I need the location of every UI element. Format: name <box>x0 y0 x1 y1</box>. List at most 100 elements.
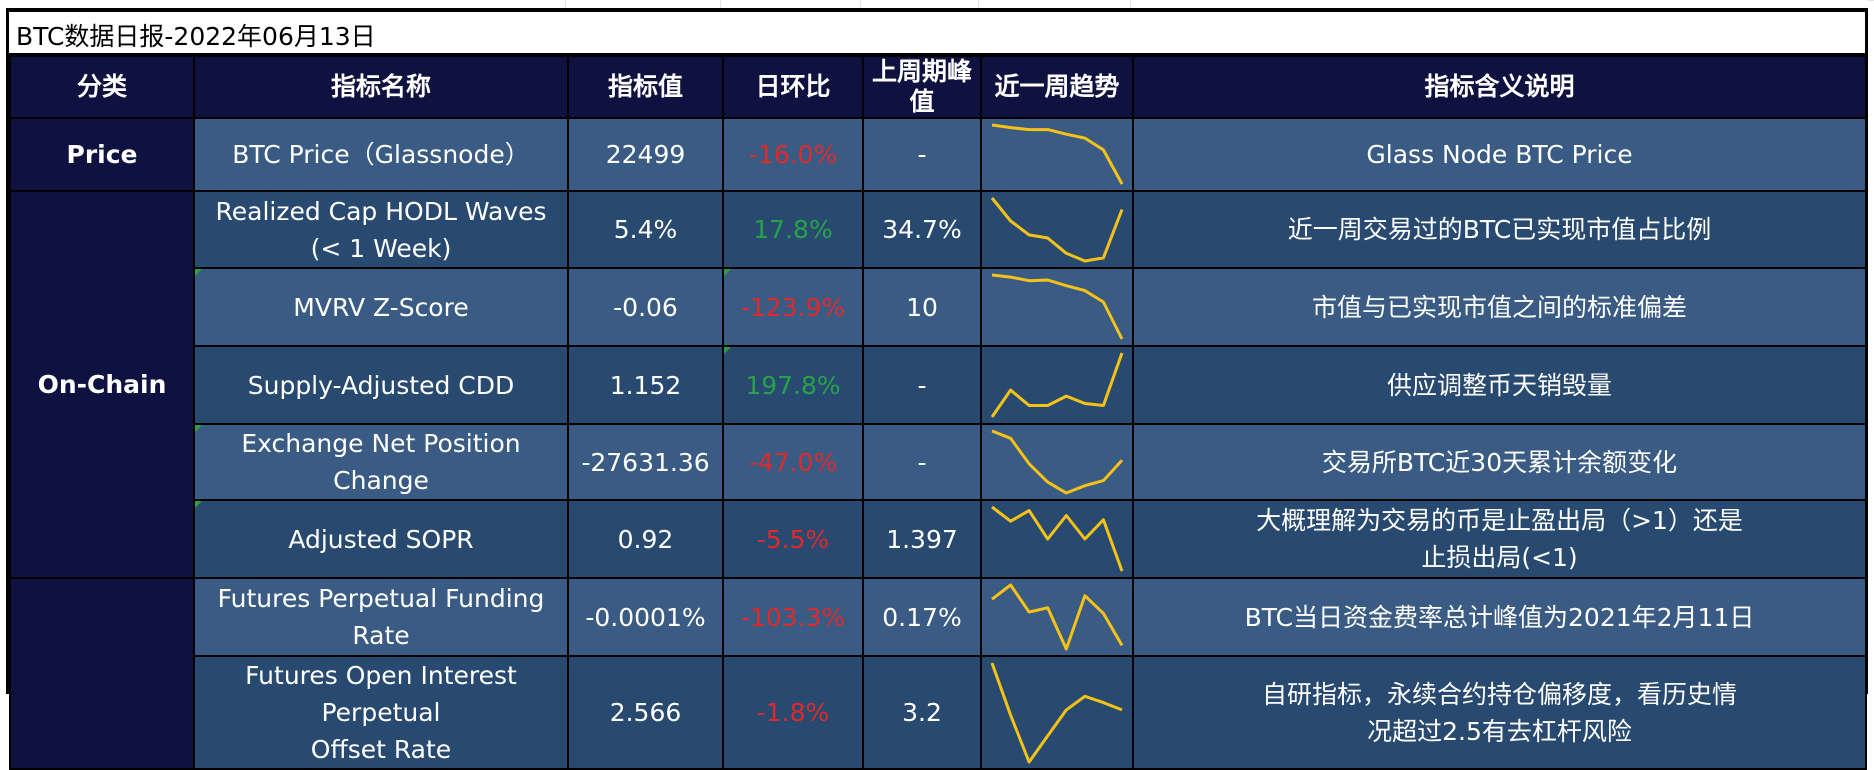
metric-name-cell[interactable]: Exchange Net Position Change <box>193 423 569 501</box>
metric-name-cell[interactable]: Futures Perpetual Funding Rate <box>193 577 569 657</box>
description-line2: 止损出局(<1) <box>1421 543 1578 572</box>
metric-name-cell[interactable]: Supply-Adjusted CDD <box>193 345 569 425</box>
metric-name: Futures Perpetual Funding Rate <box>217 584 545 650</box>
header-weekly-trend[interactable]: 近一周趋势 <box>980 55 1134 119</box>
trend-line <box>990 662 1123 764</box>
metric-value-cell[interactable]: 0.92 <box>567 499 724 579</box>
daily-change-cell[interactable]: 17.8% <box>722 190 864 269</box>
header-daily-change[interactable]: 日环比 <box>722 55 864 119</box>
metric-value-cell[interactable]: -27631.36 <box>567 423 724 501</box>
metric-value-cell[interactable]: 1.152 <box>567 345 724 425</box>
daily-change-cell[interactable]: -1.8% <box>722 655 864 770</box>
metric-name-cell[interactable]: Adjusted SOPR <box>193 499 569 579</box>
metric-name: Exchange Net Position Change <box>241 429 521 495</box>
trend-line <box>991 273 1124 340</box>
last-peak-cell[interactable]: 1.397 <box>862 499 982 579</box>
category-cell-derivatives[interactable] <box>9 577 195 770</box>
trend-sparkline-cell[interactable] <box>980 577 1134 657</box>
last-peak-cell[interactable]: 10 <box>862 267 982 347</box>
metric-name-cell[interactable]: Futures Open Interest Perpetual Offset Ra… <box>193 655 569 770</box>
trend-line <box>990 197 1124 263</box>
description-cell[interactable]: 大概理解为交易的币是止盈出局（>1）还是 止损出局(<1) <box>1132 499 1867 579</box>
last-peak-cell[interactable]: - <box>862 423 982 501</box>
metrics-table: 分类 指标名称 指标值 日环比 上周期峰值 近一周趋势 指标含义说明 Price… <box>9 55 1867 770</box>
description-cell[interactable]: BTC当日资金费率总计峰值为2021年2月11日 <box>1132 577 1867 657</box>
trend-sparkline-cell[interactable] <box>980 423 1134 501</box>
trend-line <box>991 123 1124 185</box>
daily-change-cell[interactable]: -103.3% <box>722 577 864 657</box>
cell-comment-marker-icon <box>196 502 202 508</box>
last-peak-cell[interactable]: - <box>862 345 982 425</box>
description-line1: 自研指标，永续合约持仓偏移度，看历史情 <box>1261 679 1737 709</box>
last-peak-cell[interactable]: 3.2 <box>862 655 982 770</box>
metric-value-cell[interactable]: -0.0001% <box>567 577 724 657</box>
last-peak-cell[interactable]: - <box>862 117 982 192</box>
metric-name-cell[interactable]: BTC Price（Glassnode） <box>193 117 569 192</box>
metric-name: Realized Cap HODL Waves <box>215 196 547 226</box>
metric-name: Futures Open Interest Perpetual <box>245 661 517 727</box>
daily-change-cell[interactable]: -16.0% <box>722 117 864 192</box>
metric-value-cell[interactable]: 5.4% <box>567 190 724 269</box>
trend-line <box>991 505 1124 572</box>
table-row: MVRV Z-Score -0.06 -123.9% 10 市值与已实现市值之间… <box>10 267 1867 347</box>
last-peak-cell[interactable]: 0.17% <box>862 577 982 657</box>
daily-change-value: 197.8% <box>745 370 841 400</box>
cell-comment-marker-icon <box>725 348 731 354</box>
description-line2: 况超过2.5有去杠杆风险 <box>1367 716 1632 746</box>
daily-change-cell[interactable]: -5.5% <box>722 499 864 579</box>
header-metric-name[interactable]: 指标名称 <box>193 55 569 119</box>
metric-name: BTC Price（Glassnode） <box>232 140 530 169</box>
metric-value-cell[interactable]: 22499 <box>567 117 724 192</box>
trend-sparkline-cell[interactable] <box>980 117 1134 192</box>
trend-line <box>990 352 1124 418</box>
metric-value-cell[interactable]: 2.566 <box>567 655 724 770</box>
cell-comment-marker-icon <box>196 426 202 432</box>
trend-sparkline <box>991 123 1124 185</box>
daily-change-cell[interactable]: 197.8% <box>722 345 864 425</box>
trend-sparkline-cell[interactable] <box>980 345 1134 425</box>
trend-sparkline-cell[interactable] <box>980 190 1134 269</box>
cell-comment-marker-icon <box>196 270 202 276</box>
category-cell-on-chain[interactable]: On-Chain <box>9 190 195 579</box>
trend-sparkline <box>990 662 1123 764</box>
description-cell[interactable]: 交易所BTC近30天累计余额变化 <box>1132 423 1867 501</box>
description-cell[interactable]: 市值与已实现市值之间的标准偏差 <box>1132 267 1867 347</box>
title-row[interactable]: BTC数据日报-2022年06月13日 <box>9 12 1865 53</box>
header-last-peak[interactable]: 上周期峰值 <box>862 55 982 119</box>
trend-sparkline-cell[interactable] <box>980 267 1134 347</box>
table-row: Exchange Net Position Change -27631.36 -… <box>10 423 1867 501</box>
metric-name: Supply-Adjusted CDD <box>247 370 515 400</box>
trend-sparkline <box>991 273 1124 340</box>
metric-name-cell[interactable]: Realized Cap HODL Waves (< 1 Week) <box>193 190 569 269</box>
metric-value-cell[interactable]: -0.06 <box>567 267 724 347</box>
trend-sparkline-cell[interactable] <box>980 655 1134 770</box>
description-line1: 大概理解为交易的币是止盈出局（>1）还是 <box>1256 506 1743 535</box>
daily-report: BTC数据日报-2022年06月13日 分类 指标名称 指标值 日环比 上周期峰… <box>6 8 1868 770</box>
cell-comment-marker-icon <box>725 270 731 276</box>
description-cell[interactable]: 近一周交易过的BTC已实现市值占比例 <box>1132 190 1867 269</box>
trend-sparkline <box>990 197 1124 263</box>
description-cell[interactable]: 自研指标，永续合约持仓偏移度，看历史情 况超过2.5有去杠杆风险 <box>1132 655 1867 770</box>
daily-change-value: -123.9% <box>740 292 846 322</box>
header-description[interactable]: 指标含义说明 <box>1132 55 1867 119</box>
description-cell[interactable]: 供应调整币天销毁量 <box>1132 345 1867 425</box>
table-row: Futures Open Interest Perpetual Offset Ra… <box>10 655 1867 770</box>
metric-name-cell[interactable]: MVRV Z-Score <box>193 267 569 347</box>
trend-line <box>991 583 1124 651</box>
category-cell-price[interactable]: Price <box>9 117 195 192</box>
header-category[interactable]: 分类 <box>9 55 195 119</box>
table-row: Supply-Adjusted CDD 1.152 197.8% - 供应调整币… <box>10 345 1867 425</box>
description-cell[interactable]: Glass Node BTC Price <box>1132 117 1867 192</box>
last-peak-cell[interactable]: 34.7% <box>862 190 982 269</box>
table-row: Futures Perpetual Funding Rate -0.0001% … <box>9 577 1867 770</box>
trend-sparkline <box>991 505 1124 572</box>
metric-name-line2: (< 1 Week) <box>310 233 452 263</box>
table-row: On-Chain Realized Cap HODL Waves (< 1 Wee… <box>9 190 1867 579</box>
trend-sparkline <box>990 352 1124 418</box>
header-row: 分类 指标名称 指标值 日环比 上周期峰值 近一周趋势 指标含义说明 <box>9 55 1867 119</box>
daily-change-cell[interactable]: -123.9% <box>722 267 864 347</box>
header-metric-value[interactable]: 指标值 <box>567 55 724 119</box>
metric-name: MVRV Z-Score <box>293 292 469 322</box>
trend-sparkline-cell[interactable] <box>980 499 1134 579</box>
daily-change-cell[interactable]: -47.0% <box>722 423 864 501</box>
